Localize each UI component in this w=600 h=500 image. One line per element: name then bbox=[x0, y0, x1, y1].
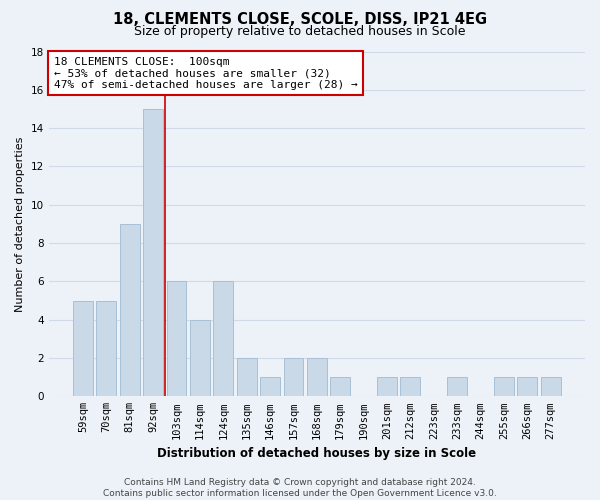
Text: 18, CLEMENTS CLOSE, SCOLE, DISS, IP21 4EG: 18, CLEMENTS CLOSE, SCOLE, DISS, IP21 4E… bbox=[113, 12, 487, 28]
Bar bbox=[167, 282, 187, 397]
Bar bbox=[214, 282, 233, 397]
Bar bbox=[541, 377, 560, 396]
Bar bbox=[494, 377, 514, 396]
Bar bbox=[447, 377, 467, 396]
Bar bbox=[120, 224, 140, 396]
Text: 18 CLEMENTS CLOSE:  100sqm
← 53% of detached houses are smaller (32)
47% of semi: 18 CLEMENTS CLOSE: 100sqm ← 53% of detac… bbox=[54, 56, 358, 90]
Bar bbox=[73, 300, 93, 396]
Bar bbox=[377, 377, 397, 396]
Bar bbox=[190, 320, 210, 396]
Bar bbox=[143, 109, 163, 397]
Text: Contains HM Land Registry data © Crown copyright and database right 2024.
Contai: Contains HM Land Registry data © Crown c… bbox=[103, 478, 497, 498]
Bar bbox=[97, 300, 116, 396]
Bar bbox=[517, 377, 537, 396]
Bar bbox=[237, 358, 257, 397]
X-axis label: Distribution of detached houses by size in Scole: Distribution of detached houses by size … bbox=[157, 447, 476, 460]
Bar bbox=[260, 377, 280, 396]
Bar bbox=[307, 358, 327, 397]
Text: Size of property relative to detached houses in Scole: Size of property relative to detached ho… bbox=[134, 25, 466, 38]
Y-axis label: Number of detached properties: Number of detached properties bbox=[15, 136, 25, 312]
Bar bbox=[400, 377, 421, 396]
Bar bbox=[284, 358, 304, 397]
Bar bbox=[330, 377, 350, 396]
